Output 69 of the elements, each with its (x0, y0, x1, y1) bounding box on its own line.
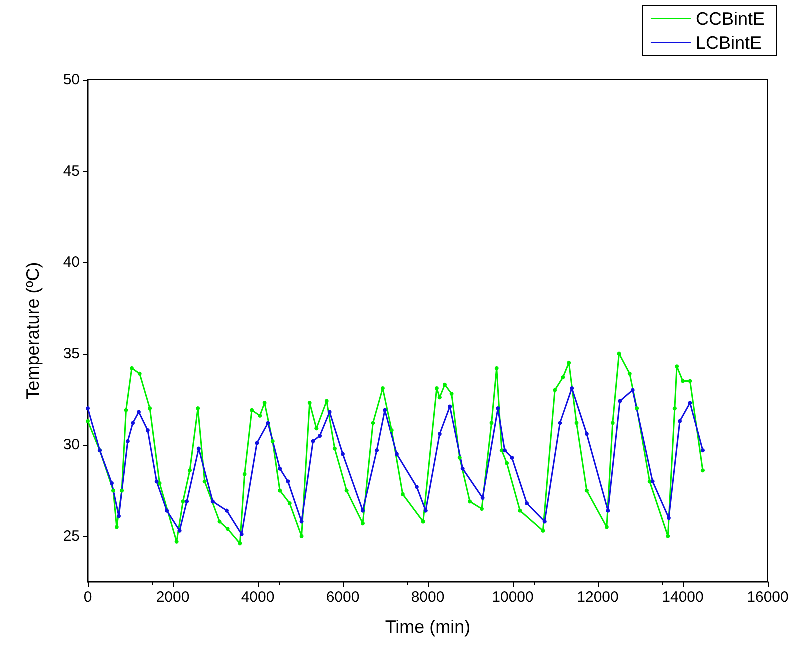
point (424, 508, 428, 513)
point (178, 528, 182, 533)
point (137, 410, 141, 414)
x-tick-label: 8000 (411, 589, 445, 606)
point (300, 520, 304, 524)
point (196, 446, 201, 451)
x-tick-label: 2000 (156, 589, 190, 606)
y-tick-label: 30 (63, 436, 80, 454)
point (606, 508, 610, 513)
point (414, 485, 419, 490)
x-tick-label: 14000 (662, 589, 704, 606)
point (375, 448, 379, 453)
point (570, 386, 574, 390)
point (542, 520, 547, 524)
y-axis-title: Temperature (ºC) (23, 262, 43, 400)
legend-label: LCBintE (696, 33, 762, 53)
point (318, 434, 322, 438)
x-tick-label: 12000 (577, 589, 619, 606)
y-tick-label: 45 (63, 162, 80, 180)
point (618, 399, 622, 404)
y-tick-label: 35 (63, 345, 80, 362)
point (650, 480, 655, 484)
point (510, 456, 514, 460)
point (678, 419, 682, 424)
y-tick-label: 25 (63, 528, 80, 545)
x-axis-title: Time (min) (385, 617, 471, 637)
point (688, 401, 692, 406)
point (224, 508, 229, 513)
point (525, 502, 530, 506)
point (496, 406, 500, 411)
point (146, 428, 150, 432)
point (460, 466, 465, 471)
point (165, 508, 170, 513)
point (131, 421, 136, 426)
point (448, 404, 452, 409)
point (438, 432, 442, 436)
point (666, 516, 671, 520)
point (700, 448, 705, 453)
x-tick-label: 4000 (241, 589, 275, 606)
point (154, 480, 159, 484)
point (311, 439, 316, 444)
legend-label: CCBintE (696, 9, 766, 29)
point (110, 481, 114, 486)
point (394, 452, 399, 456)
point (341, 452, 345, 456)
point (286, 480, 290, 484)
point (210, 500, 215, 504)
point (360, 508, 365, 513)
point (328, 410, 332, 414)
point (502, 448, 507, 453)
point (240, 532, 244, 537)
x-tick-label: 16000 (747, 589, 789, 606)
point (185, 500, 190, 504)
point (255, 441, 260, 446)
point (86, 406, 90, 411)
point (266, 421, 270, 426)
x-tick-label: 6000 (326, 589, 360, 606)
point (584, 432, 589, 436)
point (278, 466, 282, 471)
x-tick-label: 10000 (492, 589, 534, 606)
x-tick-label: 0 (84, 589, 92, 606)
point (480, 496, 485, 500)
y-tick-label: 50 (63, 72, 80, 88)
y-tick-label: 40 (63, 254, 80, 272)
point (558, 421, 562, 426)
point (383, 408, 388, 412)
point (117, 514, 122, 518)
point (630, 388, 635, 392)
point (126, 439, 130, 444)
